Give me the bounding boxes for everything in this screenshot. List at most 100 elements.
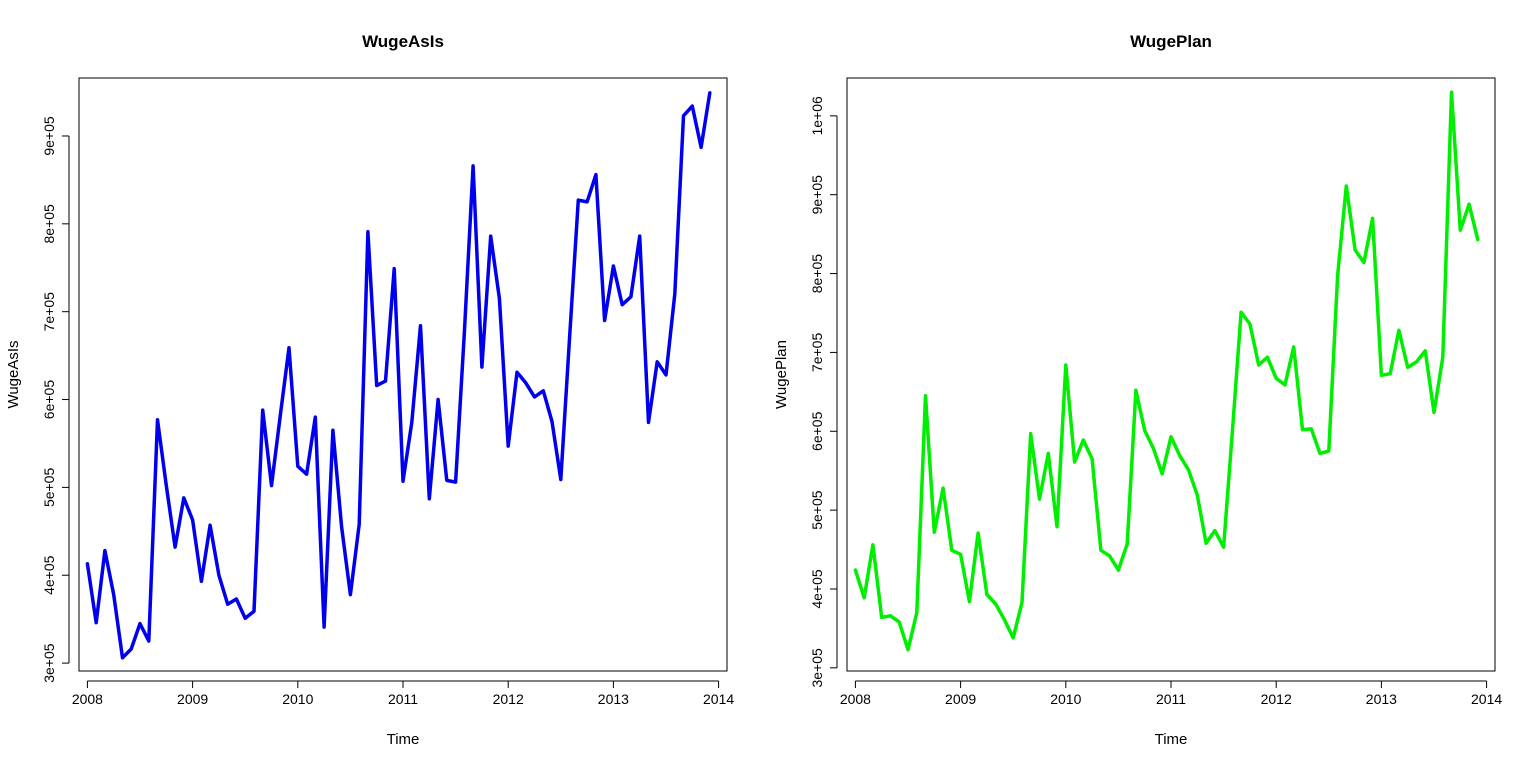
data-point — [191, 518, 194, 522]
data-point — [664, 373, 668, 377]
data-point — [1047, 452, 1050, 455]
data-point — [507, 444, 510, 448]
x-tick-label: 2009 — [177, 691, 208, 707]
data-point — [1301, 428, 1304, 431]
data-point — [217, 574, 221, 577]
series-line — [85, 91, 712, 660]
data-point — [1397, 329, 1401, 332]
x-tick-label: 2011 — [388, 691, 418, 707]
data-point — [1424, 349, 1427, 352]
data-point — [1310, 427, 1313, 431]
data-point — [182, 496, 185, 500]
data-point — [366, 230, 370, 233]
data-point — [130, 647, 133, 651]
data-point — [699, 146, 703, 149]
data-point — [147, 639, 150, 643]
data-point — [95, 621, 98, 624]
data-point — [612, 264, 615, 268]
y-axis-label: WugePlan — [773, 340, 790, 409]
data-point — [1020, 601, 1024, 604]
x-tick-label: 2012 — [1261, 691, 1292, 707]
data-point — [871, 543, 875, 546]
data-point — [1362, 261, 1366, 264]
y-tick-label: 7e+05 — [41, 292, 57, 332]
data-point — [1178, 454, 1182, 457]
y-tick-label: 6e+05 — [41, 380, 57, 420]
data-point — [296, 465, 299, 468]
data-point — [1055, 525, 1059, 528]
data-point — [889, 614, 892, 617]
data-point — [208, 524, 212, 527]
data-point — [410, 421, 413, 424]
data-point — [489, 234, 492, 238]
data-point — [1082, 438, 1085, 442]
data-point — [1213, 529, 1217, 532]
data-point — [1406, 366, 1409, 369]
data-point — [708, 91, 711, 95]
panel-wugeplan: WugePlan 2008 2009 2010 2011 2012 2013 2014 3e+0… — [773, 32, 1502, 748]
x-axis-label: Time — [387, 731, 420, 748]
y-tick-label: 3e+05 — [41, 643, 57, 683]
data-point — [235, 597, 238, 601]
chart-title: WugeAsIs — [362, 32, 444, 51]
data-point — [1353, 248, 1357, 252]
data-point — [480, 365, 484, 369]
data-point — [401, 480, 405, 483]
y-tick-label: 8e+05 — [41, 204, 57, 244]
data-point — [471, 164, 475, 168]
data-point — [1143, 429, 1146, 432]
data-point — [985, 593, 989, 596]
x-tick-label: 2013 — [1366, 691, 1397, 707]
data-point — [559, 478, 562, 481]
data-point — [358, 523, 361, 526]
data-point — [463, 330, 466, 334]
data-point — [682, 114, 685, 118]
data-point — [959, 553, 962, 556]
data-point — [594, 173, 598, 176]
data-point — [1161, 472, 1164, 476]
data-point — [314, 415, 317, 419]
data-point — [1222, 546, 1225, 549]
data-point — [375, 384, 378, 387]
x-tick-label: 2008 — [72, 691, 103, 707]
data-point — [1318, 452, 1322, 455]
data-point — [1257, 363, 1260, 367]
data-point — [1134, 389, 1138, 392]
data-point — [898, 620, 901, 624]
data-point — [976, 531, 980, 535]
data-point — [226, 603, 229, 606]
data-point — [436, 398, 440, 401]
data-point — [638, 234, 641, 238]
data-point — [1441, 356, 1445, 359]
data-point — [1038, 497, 1041, 501]
data-point — [656, 360, 659, 363]
data-point — [880, 616, 883, 619]
plot-frame — [78, 77, 728, 672]
data-point — [305, 473, 308, 476]
x-tick-label: 2009 — [945, 691, 976, 707]
data-point — [524, 381, 527, 384]
y-tick-label: 3e+05 — [809, 648, 825, 688]
data-point — [1099, 549, 1103, 552]
data-point — [1248, 322, 1252, 326]
chart-title: WugePlan — [1130, 32, 1212, 51]
data-point — [244, 617, 247, 620]
y-tick-label: 5e+05 — [809, 490, 825, 530]
data-point — [428, 497, 431, 500]
data-point — [1090, 457, 1094, 461]
y-tick-label: 8e+05 — [809, 254, 825, 294]
data-point — [1415, 360, 1418, 364]
data-point — [1450, 91, 1453, 94]
data-point — [1476, 238, 1480, 241]
x-tick-label: 2011 — [1156, 691, 1186, 707]
data-point — [384, 379, 387, 383]
plot-frame — [846, 77, 1496, 672]
data-point — [550, 420, 554, 423]
data-point — [252, 610, 256, 613]
data-point — [568, 336, 571, 339]
data-point — [287, 346, 291, 349]
data-point — [1231, 430, 1234, 433]
data-point — [349, 593, 352, 596]
y-tick-label: 5e+05 — [41, 468, 57, 508]
